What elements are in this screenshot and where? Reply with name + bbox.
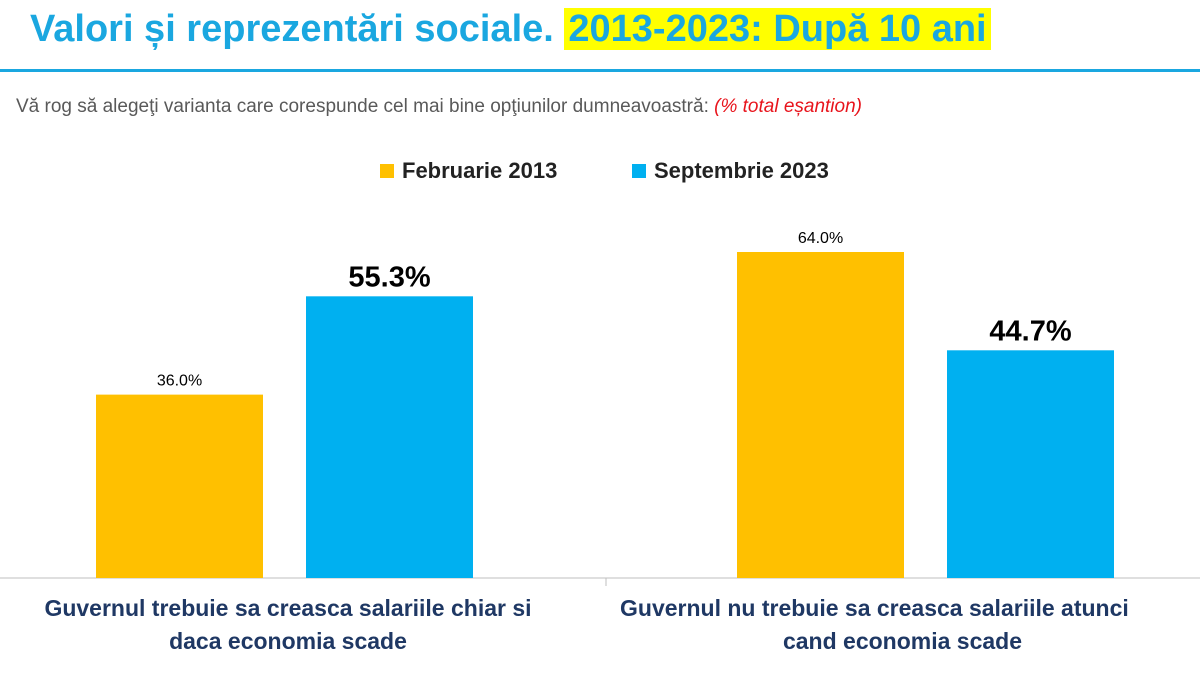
chart-legend: Februarie 2013 Septembrie 2023 [0,158,1200,190]
bar-2013-cat-2 [737,252,904,578]
title-main: Valori și reprezentări sociale. [30,8,554,50]
question-main: Vă rog să alegeţi varianta care corespun… [16,96,709,117]
data-label-2023-cat-2: 44.7% [989,315,1071,347]
category-1-line-2: daca economia scade [169,628,407,654]
question-text: Vă rog să alegeţi varianta care corespun… [16,96,862,118]
bar-2023-cat-1 [306,296,473,578]
legend-item-2023: Septembrie 2023 [632,158,829,184]
category-2-line-2: cand economia scade [782,628,1023,654]
data-label-2013-cat-1: 36.0% [157,373,202,390]
bar-2013-cat-1 [96,394,263,578]
question-note: (% total eșantion) [714,96,862,117]
bar-2023-cat-2 [947,350,1114,578]
legend-swatch-2013 [380,164,394,178]
title-highlight: 2013-2023: După 10 ani [564,8,991,50]
legend-label-2023: Septembrie 2023 [654,158,829,183]
category-1-line-1: Guvernul trebuie sa creasca salariile ch… [44,595,532,621]
category-label-1: Guvernul trebuie sa creasca salariile ch… [0,592,588,658]
data-label-2023-cat-1: 55.3% [348,261,430,293]
data-label-2013-cat-2: 64.0% [798,230,843,247]
title-divider [0,69,1200,72]
legend-label-2013: Februarie 2013 [402,158,558,183]
category-2-line-1: Guvernul nu trebuie sa creasca salariile… [620,595,1129,621]
page-title: Valori și reprezentări sociale. 2013-202… [30,6,991,52]
bar-chart: 36.0% 64.0% 55.3% 44.7% [0,230,1200,586]
category-label-2: Guvernul nu trebuie sa creasca salariile… [605,592,1200,658]
legend-swatch-2023 [632,164,646,178]
legend-item-2013: Februarie 2013 [380,158,557,184]
